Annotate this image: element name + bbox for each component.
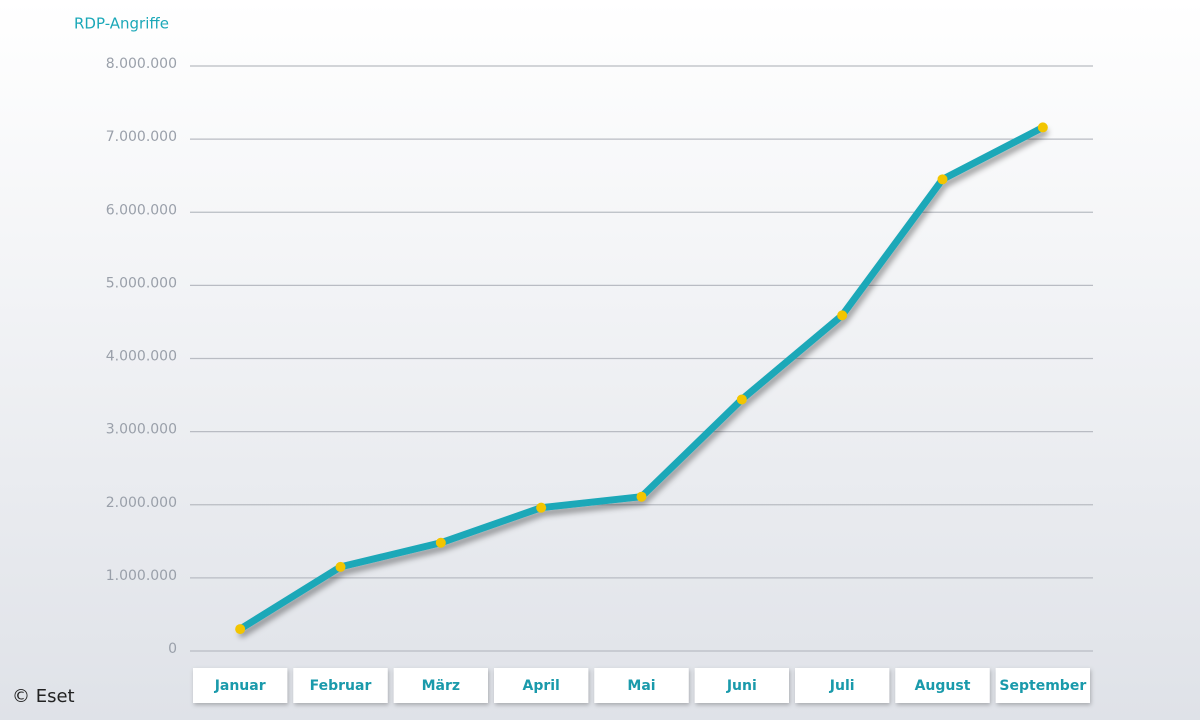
credit: © Eset (12, 686, 75, 707)
x-tick-label: Mai (627, 678, 655, 694)
y-tick-label: 5.000.000 (106, 275, 177, 291)
x-tick-box (694, 668, 789, 703)
y-tick-label: 6.000.000 (106, 202, 177, 218)
data-point (736, 394, 747, 405)
x-tick-box (995, 668, 1090, 703)
y-tick-label: 4.000.000 (106, 349, 177, 365)
data-point (235, 624, 246, 635)
x-tick-box (193, 668, 288, 703)
x-tick-box (393, 668, 488, 703)
x-tick-box (494, 668, 589, 703)
y-tick-label: 7.000.000 (106, 129, 177, 145)
y-tick-label: 3.000.000 (106, 422, 177, 438)
x-tick-label: Januar (214, 678, 266, 694)
y-tick-label: 0 (168, 641, 177, 657)
data-point (435, 537, 446, 548)
data-point (937, 174, 948, 185)
data-point (1037, 122, 1048, 133)
y-axis-title: RDP-Angriffe (74, 15, 169, 33)
x-tick-label: September (999, 678, 1086, 694)
x-tick-label: Juni (726, 678, 757, 694)
y-tick-label: 8.000.000 (106, 56, 177, 72)
data-point (335, 561, 346, 572)
x-tick-box (594, 668, 689, 703)
data-point (636, 491, 647, 502)
x-tick-label: Februar (310, 678, 372, 694)
y-tick-label: 1.000.000 (106, 568, 177, 584)
x-tick-box (293, 668, 388, 703)
x-tick-label: März (422, 678, 460, 694)
x-tick-box (795, 668, 890, 703)
x-tick-box (895, 668, 990, 703)
y-tick-label: 2.000.000 (106, 495, 177, 511)
data-point (837, 310, 848, 321)
data-point (536, 502, 547, 513)
x-tick-label: Juli (829, 678, 855, 694)
x-tick-label: April (522, 678, 559, 694)
x-tick-label: August (915, 678, 971, 694)
